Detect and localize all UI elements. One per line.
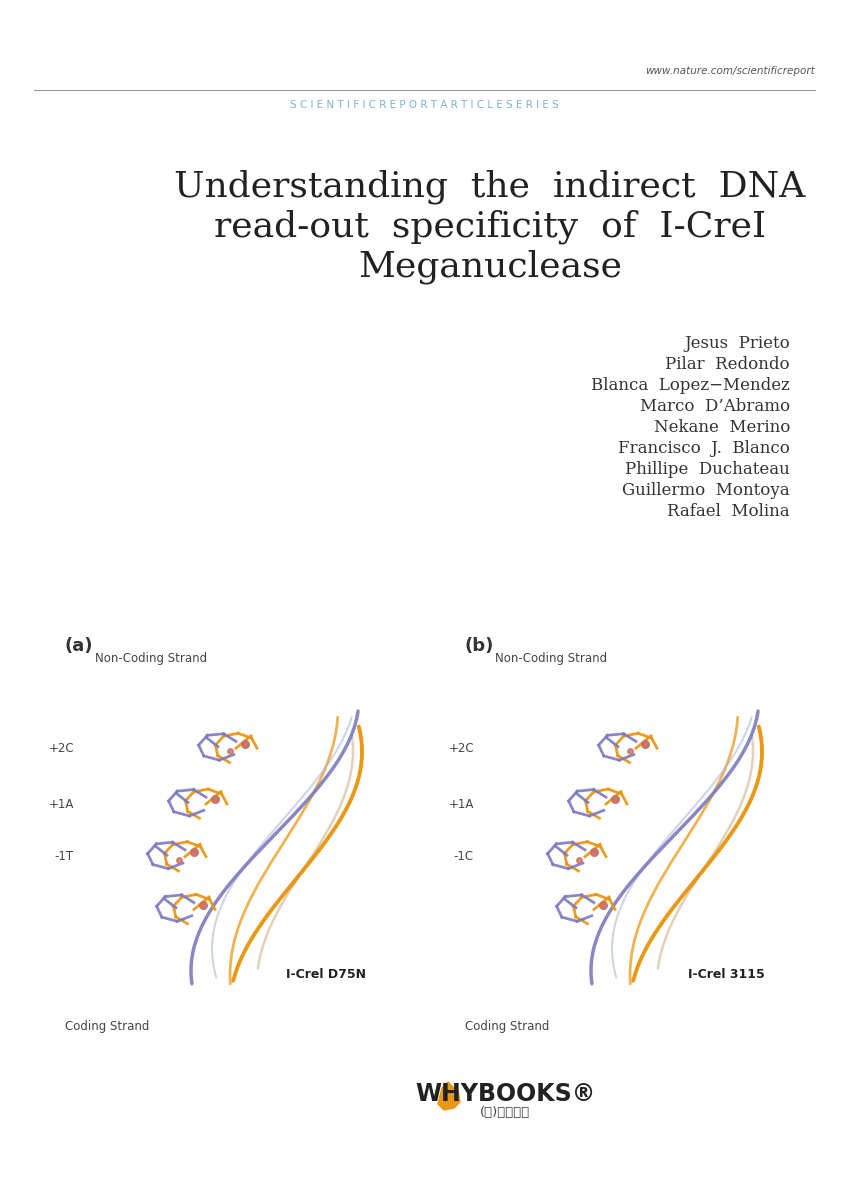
Text: Understanding  the  indirect  DNA: Understanding the indirect DNA [174,170,806,204]
Text: (a): (a) [65,637,93,655]
Text: (주)와이북스: (주)와이북스 [480,1105,530,1118]
Text: Francisco  J.  Blanco: Francisco J. Blanco [618,440,790,457]
Text: -1C: -1C [454,850,474,863]
Text: Jesus  Prieto: Jesus Prieto [684,335,790,352]
Text: Coding Strand: Coding Strand [465,1020,549,1033]
Text: Meganuclease: Meganuclease [358,250,622,284]
Text: Pilar  Redondo: Pilar Redondo [666,356,790,373]
Text: read-out  specificity  of  I-CreI: read-out specificity of I-CreI [214,210,766,245]
Text: (b): (b) [465,637,494,655]
Text: WHYBOOKS®: WHYBOOKS® [415,1082,595,1106]
Text: I-Crel D75N: I-Crel D75N [286,967,366,980]
Text: Marco  D’Abramo: Marco D’Abramo [640,398,790,415]
Text: Non-Coding Strand: Non-Coding Strand [495,652,607,665]
Text: www.nature.com/scientificreport: www.nature.com/scientificreport [645,66,815,76]
Text: I-Crel 3115: I-Crel 3115 [688,967,764,980]
Text: +1A: +1A [448,798,474,810]
Text: S C I E N T I F I C R E P O R T A R T I C L E S E R I E S: S C I E N T I F I C R E P O R T A R T I … [290,100,559,110]
Text: Guillermo  Montoya: Guillermo Montoya [622,482,790,499]
Text: Blanca  Lopez−Mendez: Blanca Lopez−Mendez [591,377,790,394]
Text: Coding Strand: Coding Strand [65,1020,149,1033]
Text: Phillipe  Duchateau: Phillipe Duchateau [625,461,790,478]
Text: +1A: +1A [48,798,74,810]
Text: Rafael  Molina: Rafael Molina [667,503,790,520]
Text: +2C: +2C [48,742,74,755]
Text: Non-Coding Strand: Non-Coding Strand [95,652,207,665]
Text: +2C: +2C [448,742,474,755]
Text: -1T: -1T [55,850,74,863]
Polygon shape [438,1082,460,1110]
Text: Nekane  Merino: Nekane Merino [654,419,790,436]
